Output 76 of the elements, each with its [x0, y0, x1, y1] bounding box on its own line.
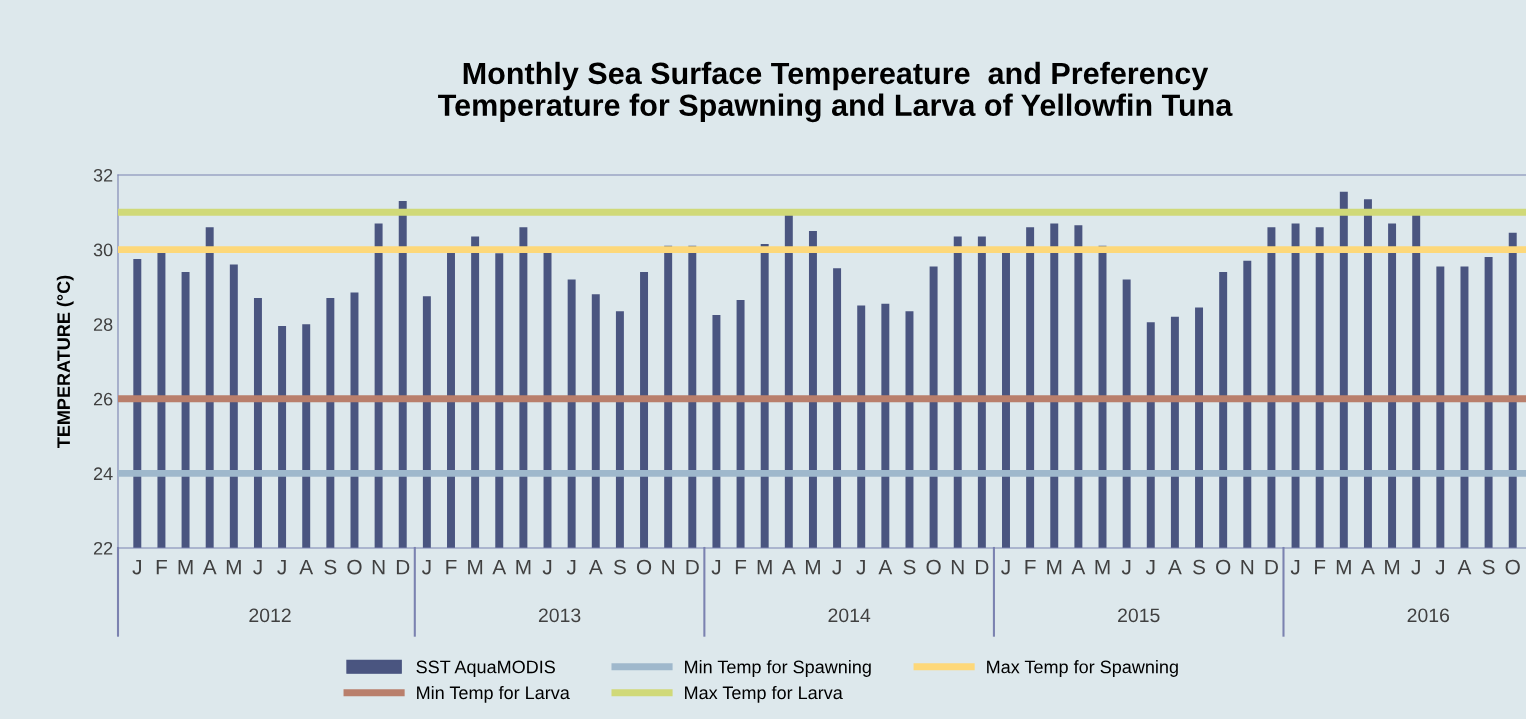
x-tick-label: J [566, 559, 576, 575]
x-tick-label: O [926, 559, 941, 575]
x-tick-label: M [178, 559, 193, 575]
x-tick-label: O [1505, 559, 1520, 575]
x-tick-label: D [396, 559, 410, 575]
x-tick-label: M [226, 559, 241, 575]
y-tick-label: 26 [93, 392, 113, 406]
x-tick-label: M [1336, 559, 1351, 575]
x-tick-label: F [446, 559, 457, 575]
x-tick-label: D [1265, 559, 1278, 575]
y-tick-label: 32 [93, 168, 113, 182]
text: 2015 [1118, 608, 1160, 623]
x-tick-label: S [1193, 559, 1206, 575]
x-tick-label: O [636, 559, 652, 575]
x-tick-label: M [805, 559, 820, 575]
x-tick-label: F [1025, 559, 1036, 575]
x-tick-label: J [1435, 559, 1444, 575]
x-tick-label: M [1047, 559, 1062, 575]
legend-label: Max Temp for Larva [685, 685, 843, 703]
x-tick-label: J [1121, 559, 1131, 575]
x-tick-label: S [1482, 559, 1495, 575]
y-tick-label: 30 [93, 243, 113, 257]
x-tick-label: S [324, 559, 337, 575]
x-tick-label: M [516, 559, 531, 575]
y-tick-label: 22 [93, 541, 113, 555]
x-tick-label: F [156, 559, 167, 575]
x-tick-label: O [1216, 559, 1231, 575]
chart-title: Monthly Sea Surface Tempereature and Preferency Temperature for Spawning and Larva of Yellowfin Tuna [438, 61, 1233, 123]
y-tick-label: 24 [93, 467, 113, 480]
x-tick-label: M [468, 559, 483, 575]
x-tick-label: J [832, 559, 841, 575]
y-tick-label: 28 [93, 318, 113, 331]
x-tick-label: J [253, 559, 262, 575]
text: 2014 [828, 608, 871, 623]
x-tick-label: A [492, 559, 507, 575]
legend-label: Max Temp for Spawning [987, 660, 1178, 677]
x-tick-label: A [1168, 559, 1182, 575]
x-tick-label: F [1315, 559, 1326, 575]
x-tick-label: F [735, 559, 747, 575]
legend-label: SST AquaMODIS [416, 660, 555, 677]
x-tick-label: A [1071, 559, 1086, 575]
x-tick-label: J [1411, 559, 1420, 575]
x-tick-label: J [1145, 559, 1155, 575]
x-tick-label: J [277, 559, 286, 575]
x-tick-label: A [1457, 559, 1472, 575]
x-tick-label: N [951, 559, 964, 575]
x-tick-label: A [202, 559, 217, 575]
x-tick-label: N [372, 559, 385, 575]
x-tick-label: M [757, 559, 772, 575]
x-tick-label: A [299, 559, 314, 575]
x-tick-label: A [878, 559, 893, 575]
x-tick-label: J [711, 559, 721, 575]
x-tick-label: J [1001, 559, 1010, 575]
x-tick-label: N [662, 559, 674, 575]
legend-label: Min Temp for Spawning [685, 660, 871, 677]
x-tick-label: D [976, 559, 989, 575]
x-tick-label: J [421, 559, 431, 575]
text: 2013 [538, 608, 581, 623]
x-tick-label: S [613, 559, 626, 575]
x-tick-label: M [1095, 559, 1110, 575]
text: 2012 [249, 608, 291, 623]
x-tick-label: N [1241, 559, 1254, 575]
x-tick-label: S [903, 559, 916, 575]
x-tick-label: J [132, 559, 141, 575]
x-tick-label: M [1385, 559, 1400, 575]
x-tick-label: A [1361, 559, 1375, 575]
x-tick-label: J [1290, 559, 1300, 575]
x-tick-label: A [781, 559, 796, 575]
x-tick-label: O [347, 559, 362, 575]
text: 2016 [1407, 608, 1450, 623]
x-tick-label: J [542, 559, 552, 575]
x-tick-label: A [588, 559, 603, 575]
x-tick-label: D [686, 559, 699, 575]
y-axis-title: TEMPERATURE (°C) [56, 275, 74, 448]
x-tick-label: J [856, 559, 865, 575]
legend-label: Min Temp for Larva [417, 685, 570, 703]
